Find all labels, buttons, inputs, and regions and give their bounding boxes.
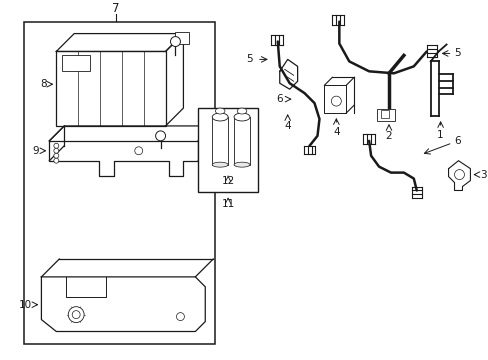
Bar (198, 108, 257, 193)
Circle shape (176, 312, 184, 320)
Text: 11: 11 (221, 199, 234, 210)
Circle shape (155, 131, 165, 141)
Text: 4: 4 (332, 127, 339, 137)
Text: 9: 9 (33, 146, 40, 156)
Circle shape (454, 170, 464, 180)
Circle shape (54, 153, 59, 158)
Circle shape (331, 96, 341, 106)
Circle shape (54, 143, 59, 148)
Ellipse shape (237, 108, 246, 114)
Ellipse shape (234, 113, 249, 121)
Text: 4: 4 (284, 121, 290, 131)
Bar (324, 85, 346, 113)
Circle shape (170, 37, 180, 46)
Text: 7: 7 (112, 2, 120, 15)
Text: 6: 6 (276, 94, 282, 104)
Circle shape (68, 307, 84, 323)
Circle shape (54, 158, 59, 163)
Text: 1: 1 (436, 130, 443, 140)
Ellipse shape (212, 162, 227, 167)
Ellipse shape (212, 113, 227, 121)
Text: 5: 5 (454, 49, 460, 58)
Bar (212, 117, 227, 165)
Bar (23, 22, 215, 345)
Text: 5: 5 (246, 54, 252, 64)
Text: 3: 3 (479, 170, 486, 180)
Text: 10: 10 (19, 300, 31, 310)
Bar (62, 55, 90, 71)
Text: 12: 12 (221, 176, 234, 185)
Circle shape (135, 147, 142, 155)
Ellipse shape (215, 108, 224, 114)
Bar (234, 117, 249, 165)
Bar (380, 110, 388, 118)
Ellipse shape (234, 162, 249, 167)
Circle shape (54, 148, 59, 153)
Text: 8: 8 (40, 79, 46, 89)
Text: 2: 2 (385, 131, 391, 141)
Bar (175, 32, 189, 44)
Text: 6: 6 (454, 136, 460, 146)
Bar (56, 51, 165, 126)
Bar (376, 109, 394, 121)
Circle shape (72, 311, 80, 319)
